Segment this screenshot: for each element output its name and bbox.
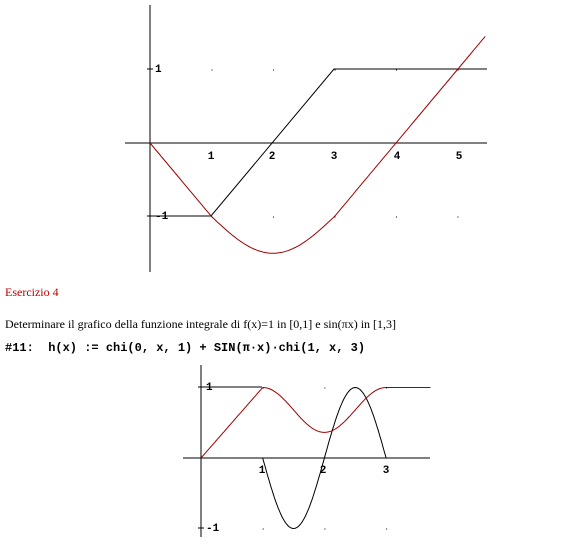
x-tick-label: 3	[383, 465, 390, 477]
x-tick-label: 2	[320, 465, 327, 477]
grid-dot	[262, 528, 264, 530]
y-tick-label: -1	[206, 523, 220, 535]
x-tick-label: 1	[208, 151, 215, 163]
grid-dot	[273, 69, 274, 71]
x-tick-label: 1	[259, 465, 266, 477]
grid-dot	[211, 216, 213, 218]
grid-dot	[334, 69, 336, 71]
curve	[200, 386, 431, 459]
curve	[149, 36, 486, 254]
grid-dot	[396, 69, 397, 71]
x-tick-label: 5	[456, 151, 463, 163]
grid-dot	[386, 528, 388, 530]
curve	[201, 386, 387, 530]
grid-dot	[334, 216, 336, 218]
grid-dot	[273, 216, 274, 218]
exercise-title: Esercizio 4	[5, 285, 59, 299]
x-tick-label: 2	[269, 151, 276, 163]
grid-dot	[457, 216, 459, 218]
x-tick-label: 4	[394, 151, 401, 163]
grid-dot	[324, 387, 326, 389]
grid-dot	[262, 387, 264, 389]
grid-dot	[211, 69, 213, 71]
grid-dot	[396, 216, 397, 218]
x-tick-label: 3	[331, 151, 338, 163]
command: #11: h(x) := chi(0, x, 1) + SIN(π·x)·chi…	[5, 341, 365, 355]
grid-dot	[324, 528, 326, 530]
y-tick-label: 1	[206, 382, 213, 394]
grid-dot	[386, 387, 388, 389]
y-tick-label: 1	[155, 64, 162, 76]
y-tick-label: -1	[155, 211, 169, 223]
curve	[150, 68, 487, 217]
grid-dot	[457, 69, 459, 71]
exercise-text: Determinare il grafico della funzione in…	[5, 317, 396, 331]
